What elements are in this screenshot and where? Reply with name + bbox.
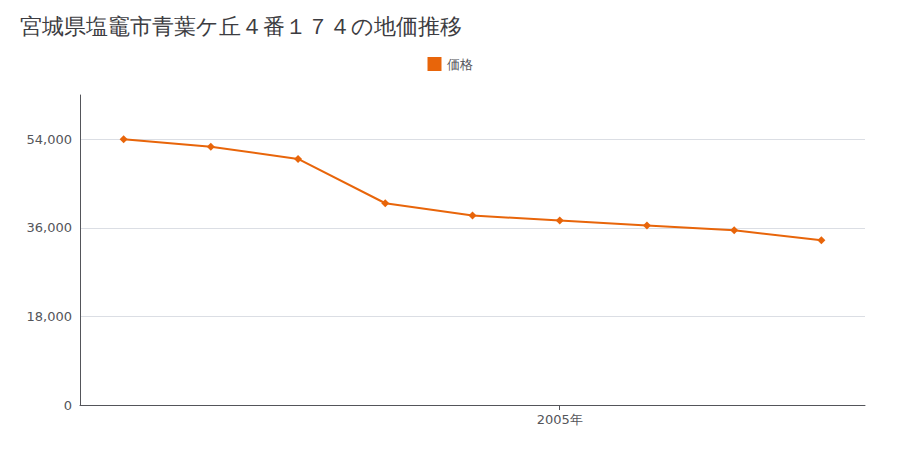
- svg-text:0: 0: [64, 398, 72, 413]
- svg-text:2005年: 2005年: [537, 412, 583, 427]
- svg-text:36,000: 36,000: [27, 220, 73, 235]
- svg-text:54,000: 54,000: [27, 132, 73, 147]
- svg-text:18,000: 18,000: [27, 309, 73, 324]
- svg-text:価格: 価格: [447, 57, 473, 72]
- svg-text:宮城県塩竈市青葉ケ丘４番１７４の地価推移: 宮城県塩竈市青葉ケ丘４番１７４の地価推移: [20, 14, 462, 39]
